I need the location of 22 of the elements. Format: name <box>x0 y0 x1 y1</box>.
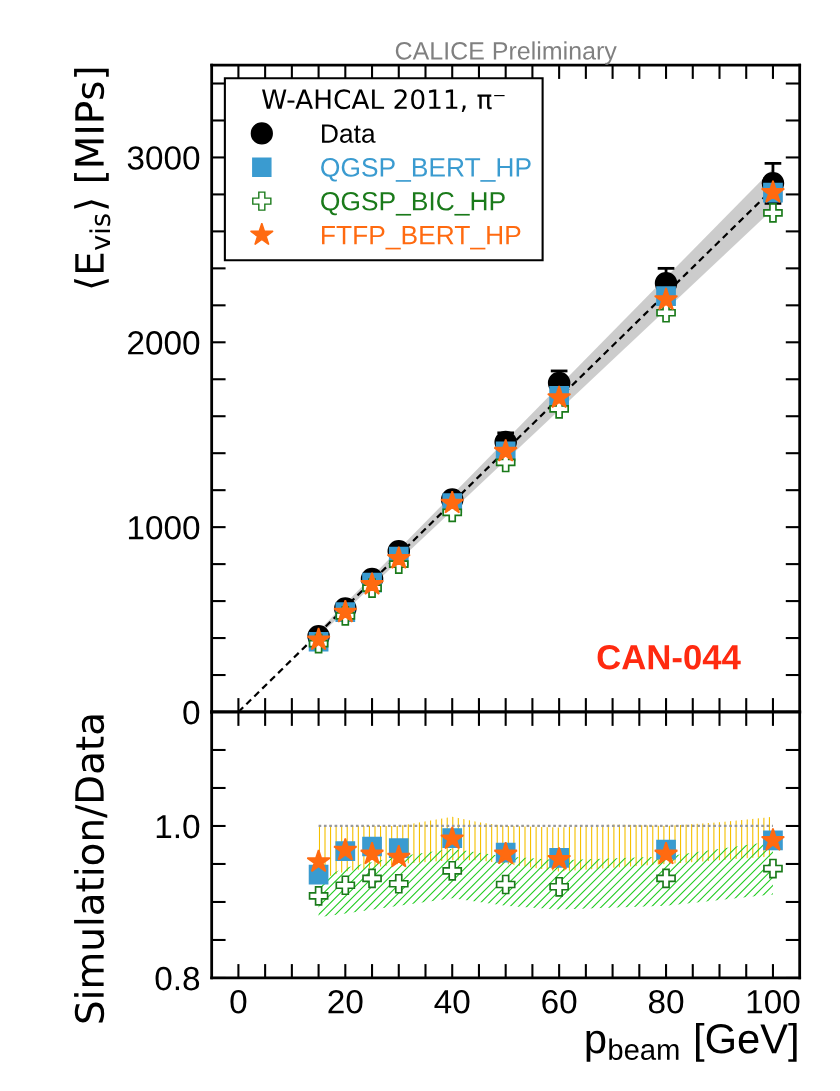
chart-title: CALICE Preliminary <box>395 41 617 65</box>
x-tick-label: 40 <box>434 989 470 1014</box>
legend-label: Data <box>322 124 376 143</box>
y-tick-label: 1.0 <box>156 814 200 839</box>
x-tick-label: 100 <box>747 989 800 1014</box>
legend-title: W-AHCAL 2011, π⁻ <box>262 89 505 112</box>
annotation: CAN-044 <box>597 644 741 670</box>
y-axis-title: ⟨E$_{vis}$⟩ [MIPs] <box>74 68 111 288</box>
legend-label: QGSP_BERT_HP <box>321 158 531 182</box>
x-tick-label: 20 <box>328 989 363 1014</box>
y-tick-label: 1000 <box>128 515 200 540</box>
x-tick-label: 60 <box>542 989 577 1014</box>
y-tick-label: 0 <box>183 700 200 725</box>
y-axis-title: Simulation/Data <box>74 715 108 1023</box>
x-axis-title: p$_{beam}$ [GeV] <box>586 1022 797 1062</box>
y-tick-label: 3000 <box>127 146 200 170</box>
x-tick-label: 80 <box>648 989 684 1014</box>
y-tick-label: 2000 <box>128 331 200 355</box>
legend-label: FTFP_BERT_HP <box>322 226 521 250</box>
x-tick-label: 0 <box>230 989 247 1014</box>
y-tick-label: 0.8 <box>155 966 200 991</box>
legend-label: QGSP_BIC_HP <box>321 191 505 216</box>
